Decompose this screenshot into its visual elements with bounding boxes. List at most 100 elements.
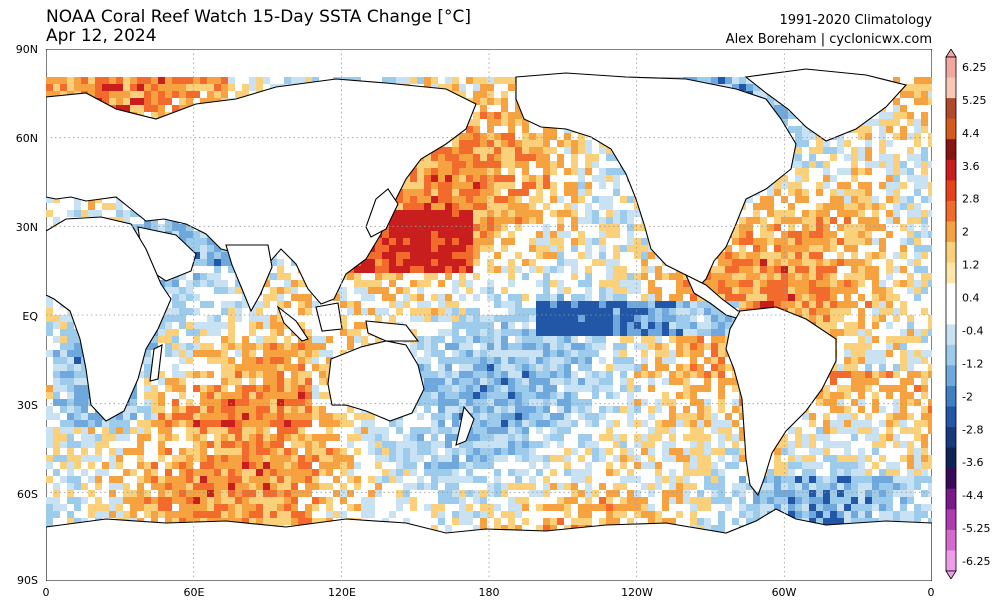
anomaly-cell — [431, 168, 438, 175]
anomaly-cell — [396, 224, 403, 231]
anomaly-cell — [613, 343, 620, 350]
anomaly-cell — [494, 420, 501, 427]
anomaly-cell — [137, 371, 144, 378]
anomaly-cell — [207, 343, 214, 350]
anomaly-cell — [655, 420, 662, 427]
anomaly-cell — [893, 168, 900, 175]
anomaly-cell — [844, 224, 851, 231]
anomaly-cell — [438, 280, 445, 287]
anomaly-cell — [277, 301, 284, 308]
anomaly-cell — [375, 273, 382, 280]
anomaly-cell — [641, 308, 648, 315]
anomaly-cell — [480, 287, 487, 294]
anomaly-cell — [319, 343, 326, 350]
anomaly-cell — [515, 329, 522, 336]
anomaly-cell — [60, 84, 67, 91]
anomaly-cell — [851, 231, 858, 238]
anomaly-cell — [907, 175, 914, 182]
anomaly-cell — [270, 343, 277, 350]
anomaly-cell — [424, 168, 431, 175]
anomaly-cell — [641, 322, 648, 329]
anomaly-cell — [319, 336, 326, 343]
anomaly-cell — [900, 336, 907, 343]
anomaly-cell — [921, 147, 928, 154]
anomaly-cell — [522, 378, 529, 385]
anomaly-cell — [844, 168, 851, 175]
anomaly-cell — [921, 371, 928, 378]
anomaly-cell — [872, 210, 879, 217]
anomaly-cell — [305, 392, 312, 399]
anomaly-cell — [277, 273, 284, 280]
anomaly-cell — [578, 315, 585, 322]
anomaly-cell — [88, 427, 95, 434]
anomaly-cell — [879, 287, 886, 294]
anomaly-cell — [620, 301, 627, 308]
anomaly-cell — [837, 392, 844, 399]
anomaly-cell — [543, 378, 550, 385]
anomaly-cell — [81, 378, 88, 385]
anomaly-cell — [557, 140, 564, 147]
anomaly-cell — [879, 245, 886, 252]
anomaly-cell — [823, 273, 830, 280]
anomaly-cell — [200, 259, 207, 266]
anomaly-cell — [620, 371, 627, 378]
anomaly-cell — [508, 427, 515, 434]
anomaly-cell — [249, 343, 256, 350]
anomaly-cell — [823, 392, 830, 399]
anomaly-cell — [487, 168, 494, 175]
anomaly-cell — [452, 252, 459, 259]
anomaly-cell — [767, 294, 774, 301]
anomaly-cell — [277, 322, 284, 329]
anomaly-cell — [697, 350, 704, 357]
anomaly-cell — [718, 406, 725, 413]
anomaly-cell — [634, 399, 641, 406]
anomaly-cell — [60, 364, 67, 371]
anomaly-cell — [445, 245, 452, 252]
title-date: Apr 12, 2024 — [46, 26, 157, 46]
anomaly-cell — [795, 126, 802, 133]
anomaly-cell — [172, 315, 179, 322]
anomaly-cell — [487, 427, 494, 434]
anomaly-cell — [613, 406, 620, 413]
anomaly-cell — [529, 133, 536, 140]
anomaly-cell — [774, 182, 781, 189]
anomaly-cell — [501, 385, 508, 392]
anomaly-cell — [424, 224, 431, 231]
anomaly-cell — [396, 266, 403, 273]
anomaly-cell — [550, 420, 557, 427]
anomaly-cell — [242, 350, 249, 357]
anomaly-cell — [627, 238, 634, 245]
anomaly-cell — [396, 210, 403, 217]
anomaly-cell — [613, 189, 620, 196]
anomaly-cell — [893, 294, 900, 301]
anomaly-cell — [928, 399, 932, 406]
anomaly-cell — [270, 413, 277, 420]
anomaly-cell — [354, 280, 361, 287]
anomaly-cell — [347, 343, 354, 350]
anomaly-cell — [893, 406, 900, 413]
anomaly-cell — [95, 84, 102, 91]
anomaly-cell — [207, 238, 214, 245]
anomaly-cell — [144, 434, 151, 441]
anomaly-cell — [781, 210, 788, 217]
anomaly-cell — [578, 175, 585, 182]
anomaly-cell — [781, 196, 788, 203]
anomaly-cell — [403, 259, 410, 266]
anomaly-cell — [928, 84, 932, 91]
anomaly-cell — [844, 406, 851, 413]
anomaly-cell — [396, 203, 403, 210]
anomaly-cell — [438, 196, 445, 203]
anomaly-cell — [613, 322, 620, 329]
anomaly-cell — [179, 98, 186, 105]
anomaly-cell — [186, 329, 193, 336]
anomaly-cell — [228, 336, 235, 343]
anomaly-cell — [445, 217, 452, 224]
anomaly-cell — [564, 315, 571, 322]
anomaly-cell — [816, 231, 823, 238]
anomaly-cell — [459, 203, 466, 210]
anomaly-cell — [515, 406, 522, 413]
anomaly-cell — [802, 308, 809, 315]
anomaly-cell — [851, 343, 858, 350]
anomaly-cell — [858, 147, 865, 154]
anomaly-cell — [823, 315, 830, 322]
